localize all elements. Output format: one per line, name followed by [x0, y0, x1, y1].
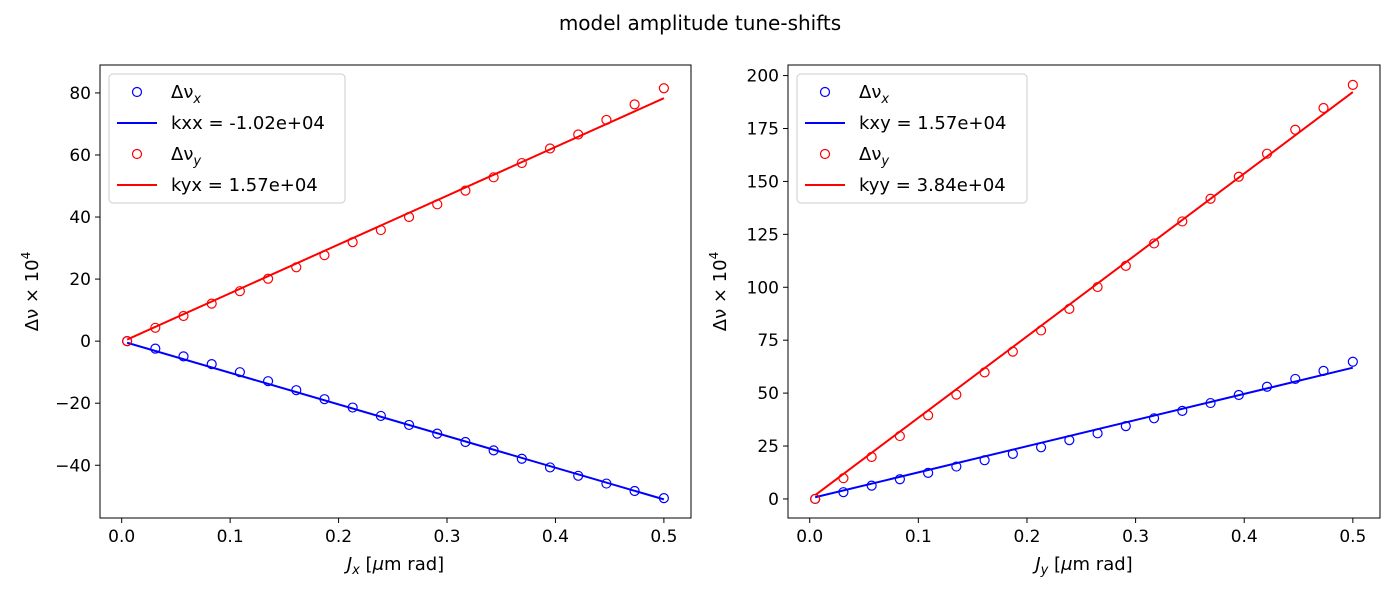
data-point-2-12	[460, 185, 471, 196]
legend-label: kxx = -1.02e+04	[171, 113, 325, 134]
legend-label: kyx = 1.57e+04	[171, 175, 318, 196]
data-point-2-13	[1177, 216, 1188, 227]
figure-suptitle: model amplitude tune-shifts	[559, 11, 841, 35]
x-tick-label: 0.3	[433, 527, 460, 547]
data-point-2-1	[150, 322, 161, 333]
y-tick-label: 20	[69, 270, 91, 290]
chart-right: 0.0 0.1 0.2 0.3 0.4 0.5 0 25 50 75 100 125 150 175 200…	[707, 64, 1381, 578]
y-tick-label: 60	[69, 146, 91, 166]
legend-marker-swatch	[131, 148, 143, 160]
y-tick-label: −20	[55, 394, 91, 414]
legend-label: Δνy	[171, 144, 201, 169]
legend-marker-swatch	[819, 86, 831, 98]
y-tick-label: 125	[747, 225, 779, 245]
y-axis-label: Δν × 104	[707, 252, 731, 331]
legend-label: Δνy	[859, 144, 889, 169]
x-tick-label: 0.3	[1122, 527, 1149, 547]
chart-left: 0.0 0.1 0.2 0.3 0.4 0.5 −40 −20 0 20 40 60 80 Jx [μm …	[19, 64, 692, 578]
y-tick-label: −40	[55, 456, 91, 476]
fit-line-3	[814, 91, 1354, 496]
data-point-2-0	[810, 493, 821, 505]
x-tick-label: 0.5	[650, 527, 677, 547]
x-tick-label: 0.1	[217, 527, 244, 547]
legend-box	[108, 73, 346, 204]
data-point-0-4	[923, 467, 934, 479]
y-tick-label: 150	[747, 172, 779, 192]
x-tick-label: 0.1	[905, 527, 932, 547]
legend-marker-swatch	[131, 86, 143, 98]
axes-frame	[787, 64, 1381, 519]
x-tick-label: 0.2	[325, 527, 352, 547]
data-point-2-18	[1318, 102, 1329, 114]
y-tick-label: 40	[69, 208, 91, 228]
data-point-0-17	[1290, 373, 1301, 385]
data-point-2-19	[1347, 79, 1358, 90]
y-tick-label: 100	[747, 278, 779, 298]
data-point-0-12	[1148, 413, 1160, 424]
legend-label: Δνx	[171, 82, 201, 107]
y-tick-label: 175	[747, 120, 779, 140]
y-tick-label: 50	[757, 384, 779, 404]
legend-label: kyy = 3.84e+04	[859, 175, 1006, 196]
data-point-2-19	[658, 83, 669, 94]
x-tick-label: 0.4	[1231, 527, 1258, 547]
legend-box	[796, 73, 1028, 204]
y-axis-label: Δν × 104	[19, 252, 43, 331]
data-point-0-3	[206, 359, 217, 370]
x-tick-label: 0.2	[1013, 527, 1040, 547]
fit-line-1	[126, 341, 665, 501]
data-point-2-15	[1233, 171, 1244, 182]
data-point-2-18	[629, 99, 640, 110]
x-axis-label: Jy [μm rad]	[1032, 554, 1132, 578]
x-tick-label: 0.0	[108, 527, 135, 547]
data-point-0-4	[234, 367, 245, 378]
data-point-0-5	[951, 461, 962, 472]
data-point-0-19	[1347, 356, 1358, 367]
legend-label: kxy = 1.57e+04	[859, 113, 1006, 134]
data-point-2-0	[122, 336, 133, 347]
data-point-0-5	[262, 376, 274, 387]
x-axis-label: Jx [μm rad]	[344, 554, 444, 578]
y-tick-label: 75	[757, 331, 779, 351]
data-point-0-18	[629, 485, 640, 497]
data-point-0-3	[894, 474, 905, 485]
y-tick-label: 25	[757, 437, 779, 457]
legend-label: Δνx	[859, 82, 889, 107]
data-point-0-10	[403, 419, 415, 431]
y-tick-label: 0	[80, 332, 91, 352]
y-tick-label: 200	[747, 67, 779, 87]
fit-line-1	[814, 366, 1354, 499]
y-tick-label: 80	[69, 84, 91, 104]
fit-line-3	[126, 97, 665, 341]
data-point-2-14	[1205, 193, 1216, 204]
x-tick-label: 0.0	[796, 527, 823, 547]
legend-marker-swatch	[819, 148, 831, 160]
data-point-0-2	[178, 351, 189, 362]
legend: Δνx kxy = 1.57e+04 Δνy kyy = 3.84e+04	[796, 73, 1028, 204]
legend: Δνx kxx = -1.02e+04 Δνy kyx = 1.57e+04	[108, 73, 346, 204]
axes-frame	[99, 64, 692, 519]
y-tick-label: 0	[768, 490, 779, 510]
x-tick-label: 0.4	[542, 527, 569, 547]
x-tick-label: 0.5	[1339, 527, 1366, 547]
